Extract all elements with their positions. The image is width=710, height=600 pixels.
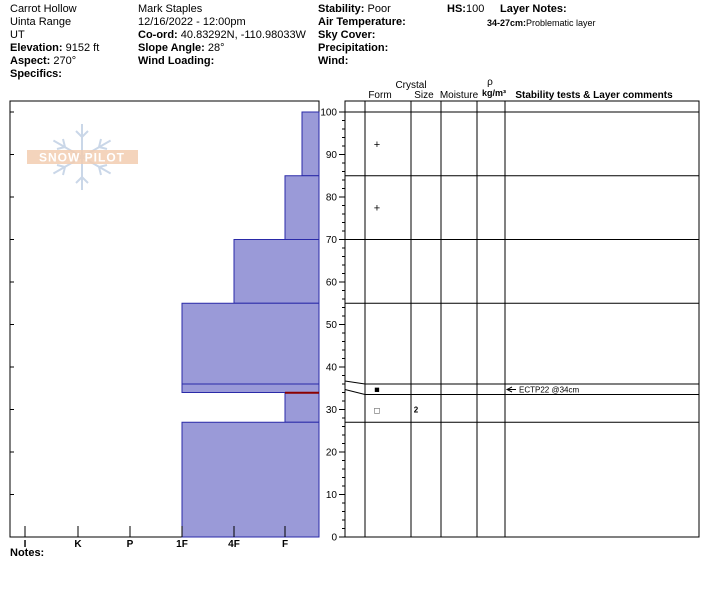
- aspect-row: Aspect: 270°: [10, 55, 76, 68]
- crystal-form-2: ■: [374, 384, 379, 394]
- stability-tests: ECTP22 @34cm: [505, 386, 579, 395]
- stability-row: Stability: Poor: [318, 3, 391, 16]
- notes-title: Notes:: [10, 547, 45, 559]
- elevation-value: 9152 ft: [65, 42, 100, 54]
- hs-value: 100: [465, 3, 485, 15]
- depth-tick-label-6: 60: [326, 278, 338, 289]
- slope-value: 28°: [207, 42, 225, 54]
- depth-tick-label-3: 30: [326, 405, 338, 416]
- aspect-value: 270°: [53, 55, 77, 67]
- notes-label: Notes:: [10, 547, 44, 560]
- hardness-bar-6: [181, 421, 320, 538]
- crystal-form-3: □: [374, 406, 380, 416]
- layer-notes-title: Layer Notes:: [500, 3, 567, 15]
- air-temp-row: Air Temperature:: [318, 16, 406, 29]
- state-name: UT: [10, 29, 25, 41]
- hardness-bar-2: [233, 239, 320, 304]
- hardness-bar-1: [284, 175, 320, 240]
- coord-label: Co-ord:: [138, 29, 178, 41]
- hardness-bar-4: [181, 383, 320, 393]
- col-moisture-header: Moisture: [440, 90, 479, 101]
- sky-cover-label: Sky Cover:: [318, 29, 376, 41]
- depth-tick-label-1: 10: [326, 490, 338, 501]
- aspect-label: Aspect:: [10, 55, 51, 67]
- precip-row: Precipitation:: [318, 42, 388, 55]
- layer-note-text: Problematic layer: [526, 18, 596, 28]
- logo-text: SNOW PILOT: [39, 151, 125, 165]
- precip-label: Precipitation:: [318, 42, 389, 54]
- depth-tick-label-2: 20: [326, 448, 338, 459]
- hardness-bar-0: [301, 111, 320, 177]
- col-size-header: Size: [414, 90, 434, 101]
- layer-notes-label: Layer Notes:: [500, 3, 567, 16]
- wind-row: Wind:: [318, 55, 348, 68]
- observation-datetime: 12/16/2022 - 12:00pm: [138, 16, 246, 28]
- depth-tick-label-4: 40: [326, 363, 338, 374]
- test-arrow-head-0: [505, 386, 513, 393]
- range-name: Uinta Range: [10, 16, 72, 28]
- coord-value: 40.83292N, -110.98033W: [180, 29, 306, 41]
- coord-row: Co-ord: 40.83292N, -110.98033W: [138, 29, 306, 42]
- hardness-bar-5: [284, 392, 320, 423]
- logo-banner: [27, 150, 138, 164]
- col-crystal-header: Crystal: [395, 80, 426, 91]
- wind-loading-row: Wind Loading:: [138, 55, 214, 68]
- sky-cover-row: Sky Cover:: [318, 29, 375, 42]
- hardness-tick-label-1: K: [74, 539, 82, 550]
- crystal-form-0: +: [374, 139, 380, 151]
- depth-tick-label-5: 50: [326, 320, 338, 331]
- crystal-rows: + + ■ □ 2: [374, 139, 419, 416]
- col-form-header: Form: [368, 90, 391, 101]
- col-comments-header: Stability tests & Layer comments: [515, 90, 673, 101]
- hardness-tick-label-4: 4F: [228, 539, 240, 550]
- wind-label: Wind:: [318, 55, 349, 67]
- slope-row: Slope Angle: 28°: [138, 42, 225, 55]
- specifics-label: Specifics:: [10, 68, 62, 80]
- hardness-tick-label-5: F: [282, 539, 288, 550]
- hardness-bar-3: [181, 302, 320, 385]
- specifics-row: Specifics:: [10, 68, 62, 81]
- hardness-tick-label-3: 1F: [176, 539, 188, 550]
- layer-boundaries: [344, 111, 699, 423]
- hardness-tick-label-2: P: [127, 539, 134, 550]
- crystal-size-3: 2: [414, 406, 419, 415]
- slope-label: Slope Angle:: [138, 42, 205, 54]
- layer-boundary-5: [344, 389, 699, 395]
- stability-label: Stability:: [318, 3, 365, 15]
- observer-name: Mark Staples: [138, 3, 203, 15]
- location-name: Carrot Hollow: [10, 3, 77, 15]
- test-label-0: ECTP22 @34cm: [519, 386, 579, 395]
- wind-loading-label: Wind Loading:: [138, 55, 215, 67]
- layer-note-row: 34-27cm:Problematic layer: [487, 17, 596, 30]
- crystal-form-1: +: [374, 203, 380, 215]
- hs-label: HS:: [447, 3, 466, 15]
- layer-table-frame: [344, 100, 700, 538]
- depth-tick-label-9: 90: [326, 150, 338, 161]
- layer-note-range: 34-27cm:: [487, 18, 527, 28]
- col-rho-header: ρ: [487, 77, 493, 88]
- elevation-label: Elevation:: [10, 42, 63, 54]
- hs-row: HS:100: [447, 3, 484, 16]
- hardness-axis: I K P 1F 4F F: [24, 526, 288, 550]
- hardness-tick-label-0: I: [24, 539, 27, 550]
- layer-boundary-4: [344, 380, 699, 385]
- depth-tick-label-7: 70: [326, 235, 338, 246]
- elevation-row: Elevation: 9152 ft: [10, 42, 99, 55]
- depth-tick-label-0: 0: [331, 533, 337, 544]
- air-temp-label: Air Temperature:: [318, 16, 406, 28]
- depth-tick-label-8: 80: [326, 193, 338, 204]
- stability-value: Poor: [367, 3, 391, 15]
- col-density-header: kg/m³: [482, 88, 506, 98]
- hardness-bars: [181, 111, 320, 538]
- depth-tick-label-10: 100: [320, 108, 337, 119]
